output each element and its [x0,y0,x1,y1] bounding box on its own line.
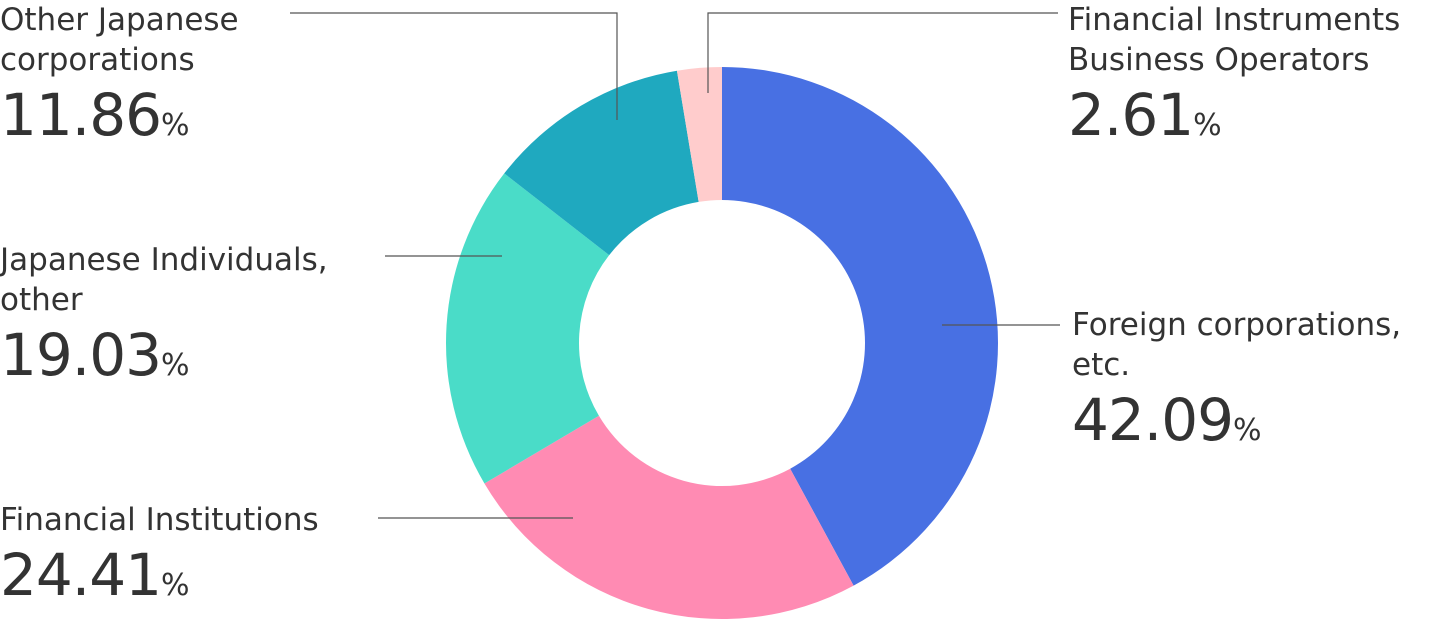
slice-label: Financial Institutions 24.41% [0,500,380,621]
category-label: Other Japanese corporations [0,2,239,78]
category-label: Japanese Individuals, other [0,242,328,318]
donut-slice [446,173,610,484]
value-label: 11.86% [0,81,190,149]
donut-slice [504,70,699,256]
category-label: Financial Institutions [0,502,319,538]
donut-slice [722,67,998,586]
value-label: 19.03% [0,321,190,389]
leader-line [290,12,618,120]
donut-slice [676,67,722,202]
value-label: 42.09% [1072,386,1262,454]
category-label: Foreign corporations, etc. [1072,307,1402,383]
slice-label: Japanese Individuals, other 19.03% [0,240,380,401]
category-label: Financial Instruments Business Operators [1068,2,1401,78]
slice-label: Foreign corporations, etc. 42.09% [1072,305,1440,466]
value-label: 2.61% [1068,81,1222,149]
value-label: 24.41% [0,541,190,609]
donut [446,67,998,619]
leader-lines [290,12,1060,519]
leader-line [707,12,1058,93]
donut-slice [484,415,854,619]
slice-label: Other Japanese corporations 11.86% [0,0,290,161]
slice-label: Financial Instruments Business Operators… [1068,0,1440,161]
